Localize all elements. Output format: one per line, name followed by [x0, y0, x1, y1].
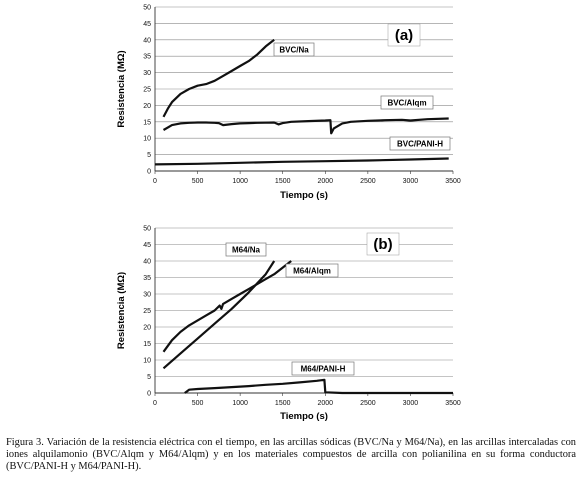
x-tick-label: 0 [153, 400, 157, 407]
series-label-box [273, 42, 315, 57]
panel-label-box [366, 232, 400, 256]
y-tick-label: 50 [143, 226, 151, 233]
series-label-box [285, 263, 339, 278]
x-tick-label: 1500 [275, 400, 291, 407]
series-line-bvc-pani-h [154, 157, 449, 166]
y-tick-label: 20 [143, 103, 151, 110]
series-line-bvc-na [162, 38, 275, 118]
x-tick-label: 2500 [360, 400, 376, 407]
series-label-bvc-alqm: BVC/Alqm [387, 99, 426, 108]
y-tick-label: 15 [143, 341, 151, 348]
y-tick-label: 25 [143, 308, 151, 315]
x-tick-label: 1000 [232, 178, 248, 185]
series-label-m64-pani-h: M64/PANI-H [301, 365, 346, 374]
y-tick-label: 35 [143, 54, 151, 61]
x-tick-label: 3500 [445, 400, 461, 407]
y-axis-label: Resistencia (MΩ) [116, 272, 127, 349]
panel-label-box [387, 23, 421, 47]
x-tick-label: 3500 [445, 178, 461, 185]
x-tick-label: 1500 [275, 178, 291, 185]
y-tick-label: 20 [143, 325, 151, 332]
panel-label: (a) [395, 27, 413, 44]
x-tick-label: 2000 [317, 400, 333, 407]
y-tick-label: 25 [143, 87, 151, 94]
x-axis-label: Tiempo (s) [280, 411, 328, 422]
series-line-m64-pani-h [184, 378, 453, 395]
series-label-m64-na: M64/Na [232, 246, 261, 255]
y-tick-label: 0 [147, 169, 151, 176]
y-tick-label: 50 [143, 5, 151, 12]
figure-caption: Figura 3. Variación de la resistencia el… [6, 437, 576, 473]
y-tick-label: 40 [143, 37, 151, 44]
series-label-m64-alqm: M64/Alqm [293, 267, 331, 276]
y-tick-label: 30 [143, 292, 151, 299]
x-tick-label: 2000 [317, 178, 333, 185]
y-tick-label: 5 [147, 374, 151, 381]
y-tick-label: 5 [147, 152, 151, 159]
series-line-m64-alqm [162, 260, 292, 353]
y-tick-label: 45 [143, 21, 151, 28]
x-tick-label: 0 [153, 178, 157, 185]
y-tick-label: 35 [143, 275, 151, 282]
panel-label: (b) [373, 236, 392, 253]
series-line-m64-na [162, 260, 276, 370]
x-tick-label: 500 [192, 400, 204, 407]
series-label-bvc-na: BVC/Na [279, 46, 309, 55]
series-label-box [291, 361, 355, 376]
series-label-bvc-pani-h: BVC/PANI-H [397, 140, 443, 149]
y-tick-label: 30 [143, 70, 151, 77]
y-tick-label: 0 [147, 391, 151, 398]
y-tick-label: 15 [143, 119, 151, 126]
series-line-bvc-alqm [162, 117, 449, 135]
series-label-box [389, 136, 451, 151]
y-tick-label: 45 [143, 242, 151, 249]
y-axis-label: Resistencia (MΩ) [116, 50, 127, 127]
y-tick-label: 40 [143, 259, 151, 266]
x-axis-label: Tiempo (s) [280, 190, 328, 201]
y-tick-label: 10 [143, 136, 151, 143]
y-tick-label: 10 [143, 358, 151, 365]
x-tick-label: 3000 [403, 400, 419, 407]
x-tick-label: 2500 [360, 178, 376, 185]
x-tick-label: 3000 [403, 178, 419, 185]
series-label-box [380, 95, 434, 110]
x-tick-label: 1000 [232, 400, 248, 407]
series-label-box [225, 242, 267, 257]
x-tick-label: 500 [192, 178, 204, 185]
